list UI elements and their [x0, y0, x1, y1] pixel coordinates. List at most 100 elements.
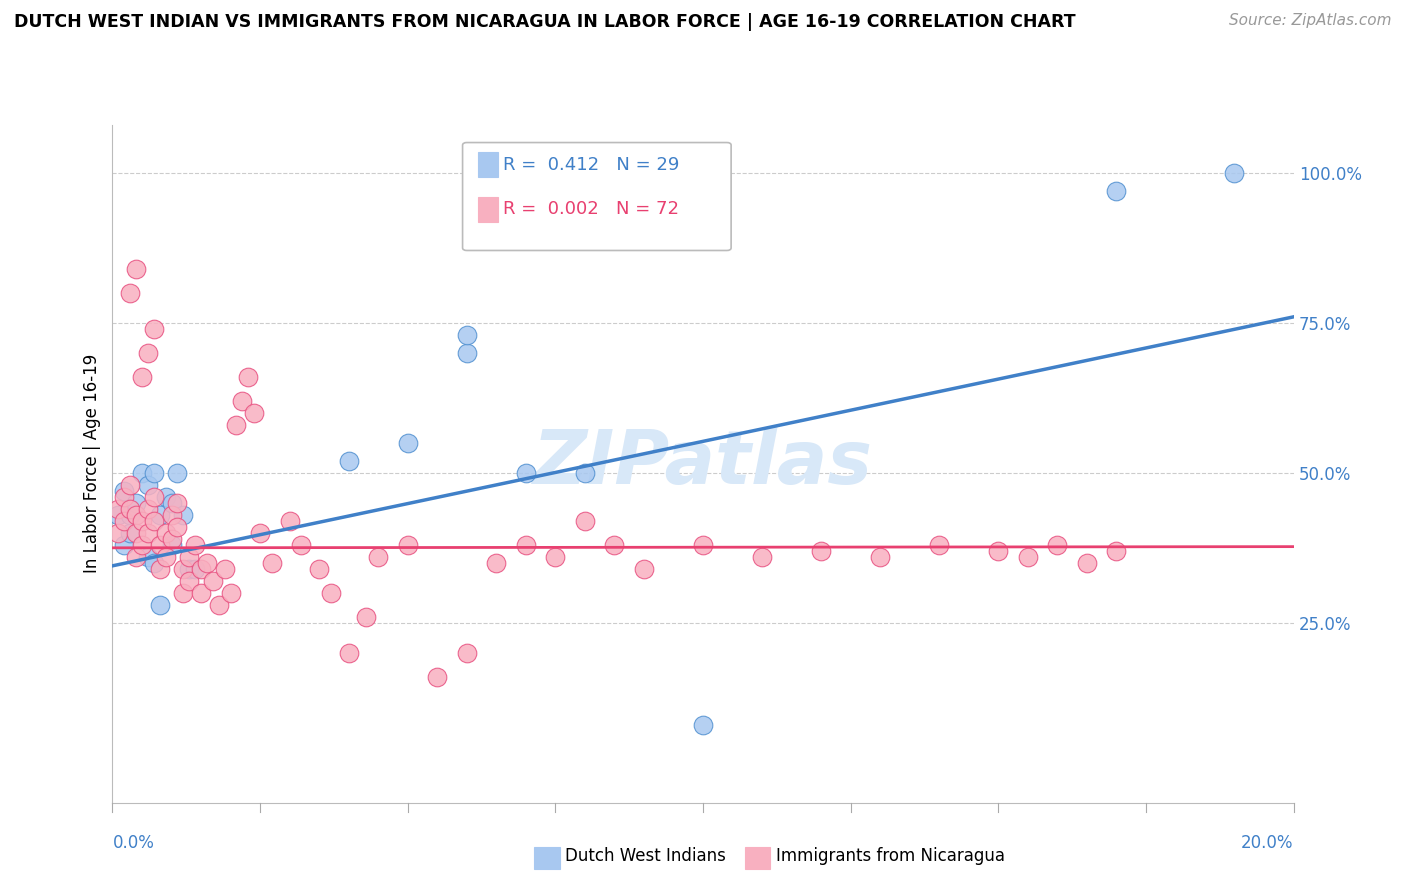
Point	[633, 562, 655, 576]
Point	[136, 478, 159, 492]
Point	[184, 562, 207, 576]
Point	[1105, 184, 1128, 198]
Point	[160, 508, 183, 522]
Point	[243, 406, 266, 420]
Point	[231, 393, 253, 408]
Text: Source: ZipAtlas.com: Source: ZipAtlas.com	[1229, 13, 1392, 29]
Point	[987, 544, 1010, 558]
Point	[426, 670, 449, 684]
Point	[319, 586, 342, 600]
Point	[928, 538, 950, 552]
Point	[515, 538, 537, 552]
Point	[278, 514, 301, 528]
Point	[107, 525, 129, 540]
Point	[208, 598, 231, 612]
Point	[1017, 549, 1039, 564]
Point	[574, 466, 596, 480]
Point	[574, 514, 596, 528]
Point	[160, 496, 183, 510]
Text: DUTCH WEST INDIAN VS IMMIGRANTS FROM NICARAGUA IN LABOR FORCE | AGE 16-19 CORREL: DUTCH WEST INDIAN VS IMMIGRANTS FROM NIC…	[14, 13, 1076, 31]
Point	[112, 483, 135, 498]
Point	[120, 501, 142, 516]
Point	[107, 508, 129, 522]
Point	[1076, 556, 1098, 570]
Point	[112, 514, 135, 528]
Point	[166, 496, 188, 510]
Point	[172, 562, 194, 576]
Point	[810, 544, 832, 558]
Point	[337, 454, 360, 468]
Point	[396, 538, 419, 552]
Point	[136, 549, 159, 564]
Point	[1105, 544, 1128, 558]
Point	[184, 538, 207, 552]
Point	[485, 556, 508, 570]
Point	[112, 490, 135, 504]
Point	[149, 508, 172, 522]
Point	[136, 501, 159, 516]
Point	[190, 562, 212, 576]
Point	[692, 718, 714, 732]
Point	[120, 525, 142, 540]
Point	[260, 556, 283, 570]
Point	[131, 466, 153, 480]
Point	[396, 435, 419, 450]
Point	[692, 538, 714, 552]
Point	[456, 327, 478, 342]
Point	[195, 556, 218, 570]
Point	[1046, 538, 1069, 552]
Point	[544, 549, 567, 564]
Point	[155, 549, 177, 564]
Point	[166, 520, 188, 534]
Point	[131, 369, 153, 384]
Point	[149, 538, 172, 552]
Point	[869, 549, 891, 564]
Point	[160, 532, 183, 546]
Point	[179, 574, 201, 588]
Point	[155, 525, 177, 540]
Point	[120, 478, 142, 492]
Point	[125, 261, 148, 276]
Point	[142, 514, 165, 528]
Text: ZIPatlas: ZIPatlas	[533, 427, 873, 500]
Point	[290, 538, 312, 552]
Text: 0.0%: 0.0%	[112, 834, 155, 852]
Point	[131, 538, 153, 552]
Text: R =  0.412   N = 29: R = 0.412 N = 29	[503, 156, 679, 174]
Point	[142, 490, 165, 504]
Point	[238, 369, 260, 384]
Point	[225, 417, 247, 432]
Point	[603, 538, 626, 552]
Text: Immigrants from Nicaragua: Immigrants from Nicaragua	[776, 847, 1005, 865]
Point	[179, 549, 201, 564]
Text: R =  0.002   N = 72: R = 0.002 N = 72	[503, 201, 679, 219]
Point	[356, 610, 378, 624]
Point	[125, 508, 148, 522]
Point	[456, 346, 478, 360]
Point	[190, 586, 212, 600]
Point	[125, 525, 148, 540]
Point	[149, 598, 172, 612]
Point	[120, 285, 142, 300]
Point	[120, 508, 142, 522]
Point	[125, 496, 148, 510]
Text: Dutch West Indians: Dutch West Indians	[565, 847, 725, 865]
Point	[125, 549, 148, 564]
Point	[107, 501, 129, 516]
Point	[515, 466, 537, 480]
Point	[155, 490, 177, 504]
Point	[166, 466, 188, 480]
Point	[136, 346, 159, 360]
Point	[142, 322, 165, 336]
Point	[136, 525, 159, 540]
Point	[367, 549, 389, 564]
Y-axis label: In Labor Force | Age 16-19: In Labor Force | Age 16-19	[83, 354, 101, 574]
Point	[142, 556, 165, 570]
Point	[201, 574, 224, 588]
Text: 20.0%: 20.0%	[1241, 834, 1294, 852]
Point	[249, 525, 271, 540]
Point	[1223, 166, 1246, 180]
Point	[172, 508, 194, 522]
Point	[112, 538, 135, 552]
Point	[308, 562, 330, 576]
